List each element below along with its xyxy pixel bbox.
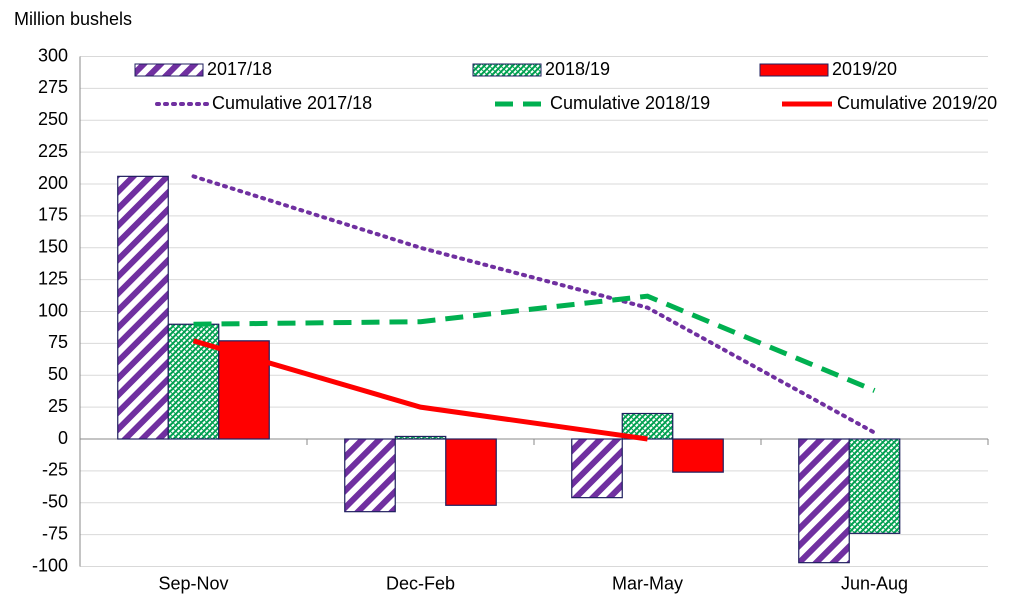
x-tick-label: Dec-Feb	[386, 573, 455, 593]
legend-swatch	[134, 63, 204, 77]
legend-label: 2017/18	[207, 59, 272, 79]
legend-label: Cumulative 2018/19	[550, 93, 710, 113]
x-tick-label: Sep-Nov	[158, 573, 228, 593]
y-tick-label: 125	[38, 268, 68, 288]
y-tick-label: 200	[38, 173, 68, 193]
y-tick-label: -75	[42, 523, 68, 543]
y-tick-label: 300	[38, 45, 68, 65]
y-tick-label: 250	[38, 109, 68, 129]
bar	[798, 438, 850, 564]
bar	[672, 438, 724, 473]
bar	[445, 438, 497, 506]
line	[192, 338, 648, 442]
legend-label: 2018/19	[545, 59, 610, 79]
y-tick-label: 25	[48, 396, 68, 416]
legend-label: Cumulative 2017/18	[212, 93, 372, 113]
y-tick-label: 275	[38, 77, 68, 97]
y-tick-label: -50	[42, 492, 68, 512]
y-tick-label: -25	[42, 460, 68, 480]
legend-label: 2019/20	[832, 59, 897, 79]
y-tick-label: 175	[38, 205, 68, 225]
y-tick-label: 0	[58, 428, 68, 448]
x-tick-label: Jun-Aug	[841, 573, 908, 593]
bar	[344, 438, 396, 513]
bar	[117, 175, 169, 440]
y-tick-label: 100	[38, 300, 68, 320]
legend-label: Cumulative 2019/20	[837, 93, 997, 113]
y-tick-label: 50	[48, 364, 68, 384]
y-tick-label: 225	[38, 141, 68, 161]
y-tick-label: -100	[32, 555, 68, 575]
line	[193, 293, 876, 393]
y-tick-label: 150	[38, 237, 68, 257]
legend-swatch	[759, 63, 829, 77]
bar	[571, 438, 623, 499]
y-axis-label: Million bushels	[14, 9, 132, 29]
legend-swatch	[472, 63, 542, 77]
line	[191, 174, 877, 435]
bar	[394, 435, 447, 440]
x-tick-label: Mar-May	[612, 573, 683, 593]
bar	[848, 438, 901, 534]
y-tick-label: 75	[48, 332, 68, 352]
